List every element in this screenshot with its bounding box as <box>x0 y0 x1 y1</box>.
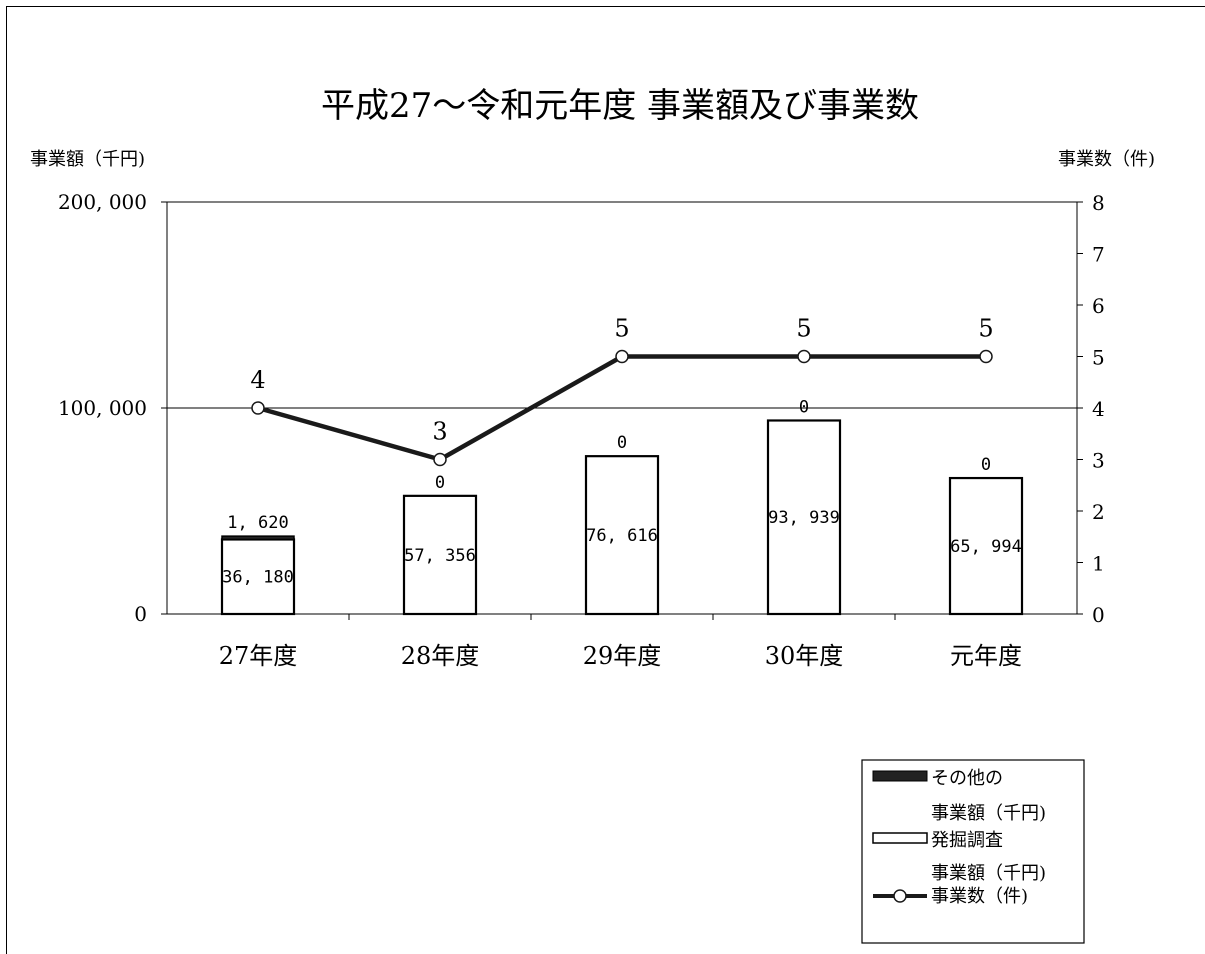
bar-excavation-label: 65, 994 <box>950 537 1022 557</box>
line-value-label: 5 <box>614 315 629 343</box>
y-right-tick-label: 7 <box>1092 243 1105 267</box>
line-marker <box>798 351 810 363</box>
y-right-tick-label: 8 <box>1092 191 1105 215</box>
line-marker <box>434 454 446 466</box>
legend-swatch-marker <box>894 890 906 902</box>
y-left-tick-label: 200, 000 <box>58 190 147 214</box>
legend-label-other-2: 事業額（千円) <box>931 803 1046 824</box>
bar-other-label: 0 <box>435 473 445 493</box>
legend-swatch-excavation <box>873 833 927 843</box>
y-left-tick-label: 100, 000 <box>58 396 147 420</box>
bar-other-label: 0 <box>981 455 991 475</box>
y-right-tick-label: 6 <box>1092 294 1105 318</box>
bar-other-label: 1, 620 <box>227 513 288 533</box>
bar-other-label: 0 <box>799 397 809 417</box>
y-right-tick-label: 3 <box>1092 449 1105 473</box>
x-tick-label: 30年度 <box>765 642 844 670</box>
y-right-tick-label: 4 <box>1092 397 1105 421</box>
bar-excavation-label: 76, 616 <box>586 526 658 546</box>
line-value-label: 4 <box>250 366 265 394</box>
y-right-tick-label: 2 <box>1092 500 1105 524</box>
line-value-label: 3 <box>432 418 447 446</box>
bar-other <box>222 536 294 539</box>
line-marker <box>980 351 992 363</box>
bar-excavation-label: 57, 356 <box>404 546 476 566</box>
y-right-tick-label: 5 <box>1092 346 1105 370</box>
x-tick-label: 29年度 <box>583 642 662 670</box>
y-right-tick-label: 0 <box>1092 603 1105 627</box>
y-left-axis-title: 事業額（千円) <box>30 149 145 170</box>
bar-other-label: 0 <box>617 433 627 453</box>
line-value-label: 5 <box>978 315 993 343</box>
bar-excavation-label: 36, 180 <box>222 568 294 588</box>
legend-label-excavation-1: 発掘調査 <box>931 830 1003 851</box>
line-marker <box>252 402 264 414</box>
x-tick-label: 27年度 <box>219 642 298 670</box>
y-right-tick-label: 1 <box>1092 552 1105 576</box>
chart-title: 平成27～令和元年度 事業額及び事業数 <box>321 86 919 126</box>
legend-label-excavation-2: 事業額（千円) <box>931 863 1046 884</box>
line-value-label: 5 <box>796 315 811 343</box>
bar-excavation-label: 93, 939 <box>768 508 840 528</box>
x-tick-label: 元年度 <box>950 642 1022 670</box>
y-left-tick-label: 0 <box>134 602 147 626</box>
y-right-axis-title: 事業数（件) <box>1058 149 1155 170</box>
legend-swatch-other <box>873 771 927 781</box>
legend-label-other-1: その他の <box>931 768 1003 789</box>
line-marker <box>616 351 628 363</box>
legend: その他の 事業額（千円) 発掘調査 事業額（千円) 事業数（件) <box>862 760 1084 943</box>
legend-label-count: 事業数（件) <box>931 886 1028 907</box>
x-tick-label: 28年度 <box>401 642 480 670</box>
